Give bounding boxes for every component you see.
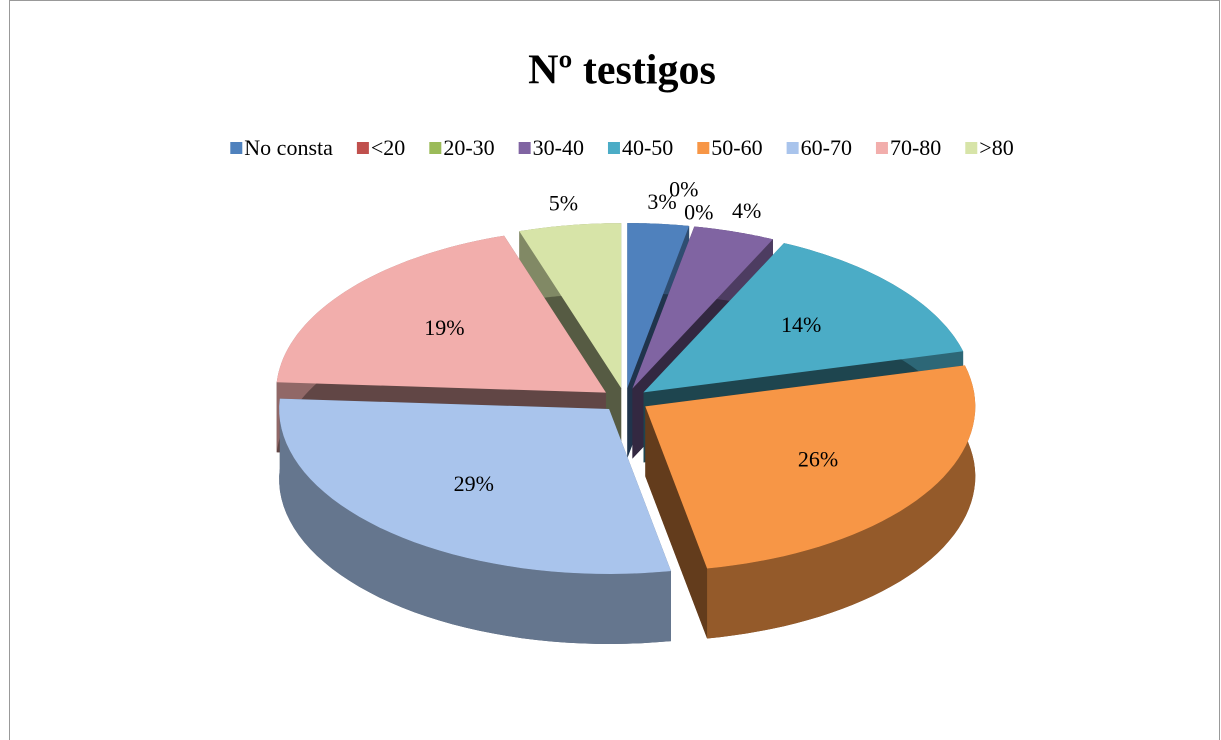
slice-side	[279, 398, 671, 644]
data-label: 5%	[549, 191, 578, 216]
slice	[643, 243, 964, 393]
slice	[276, 235, 606, 393]
legend-label: >80	[979, 135, 1013, 160]
legend-swatch	[697, 142, 710, 154]
legend-label: 70-80	[890, 135, 941, 160]
legend-swatch	[786, 142, 799, 154]
legend-swatch	[230, 142, 243, 154]
legend-label: <20	[371, 135, 405, 160]
slice	[645, 365, 976, 569]
slice	[519, 223, 622, 389]
slice	[279, 398, 671, 574]
legend-label: 20-30	[443, 135, 494, 160]
slice	[627, 223, 690, 389]
legend-swatch	[356, 142, 369, 154]
data-label: 26%	[798, 446, 838, 471]
slice	[632, 226, 773, 389]
legend-swatch	[518, 142, 531, 154]
legend-label: 40-50	[622, 135, 673, 160]
chart-title: Nº testigos	[528, 48, 716, 94]
legend-label: 30-40	[533, 135, 584, 160]
legend-swatch	[875, 142, 888, 154]
data-label: 0%	[669, 177, 698, 202]
data-label: 0%	[684, 200, 713, 225]
data-labels: 3%0%0% 4%14%26%29%19%5%	[424, 177, 838, 496]
slice-edge	[645, 406, 708, 639]
legend-swatch	[965, 142, 978, 154]
legend-swatch	[607, 142, 620, 154]
legend: No consta <20 20-30 30-40 40-50 50-60 60-70 70-…	[230, 135, 1014, 160]
slice-side	[707, 365, 976, 639]
data-label: 3%	[647, 189, 676, 214]
data-label: 19%	[424, 315, 464, 340]
legend-swatch	[429, 142, 442, 154]
legend-label: 60-70	[801, 135, 852, 160]
legend-label: No consta	[244, 135, 333, 160]
data-label: 14%	[781, 312, 821, 337]
pie	[276, 223, 976, 644]
data-label: 4%	[732, 198, 761, 223]
data-label: 29%	[454, 471, 494, 496]
legend-label: 50-60	[711, 135, 762, 160]
